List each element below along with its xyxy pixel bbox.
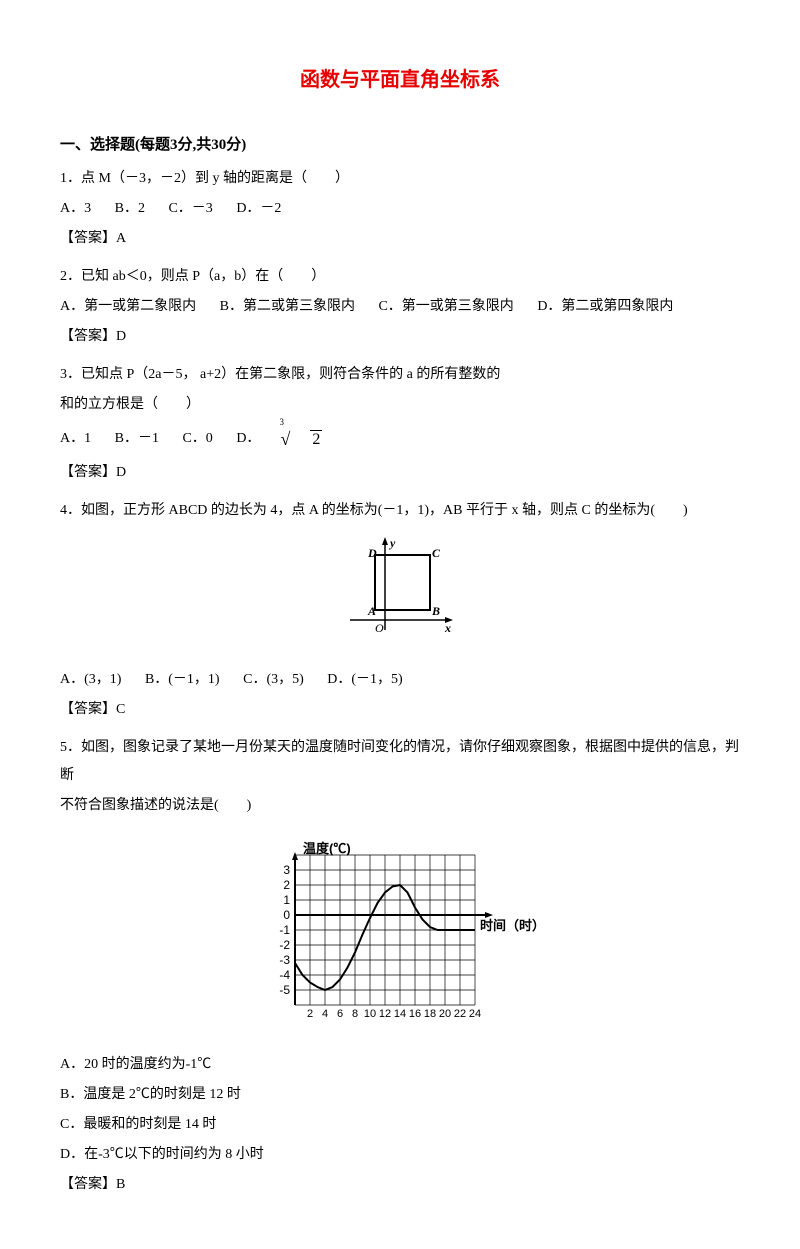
y-arrow bbox=[382, 537, 388, 545]
q5-answer: 【答案】B bbox=[60, 1171, 740, 1199]
q2-optB: B．第二或第三象限内 bbox=[220, 299, 355, 314]
q3-answer: 【答案】D bbox=[60, 459, 740, 487]
q3-optD-prefix: D． bbox=[236, 431, 260, 446]
svg-text:10: 10 bbox=[364, 1008, 376, 1020]
svg-text:-3: -3 bbox=[279, 953, 290, 967]
svg-text:22: 22 bbox=[454, 1008, 466, 1020]
q5-optD: D．在-3℃以下的时间约为 8 小时 bbox=[60, 1141, 740, 1169]
q5-optC: C．最暖和的时刻是 14 时 bbox=[60, 1111, 740, 1139]
svg-text:2: 2 bbox=[307, 1008, 313, 1020]
q3-optA: A．1 bbox=[60, 431, 91, 446]
q5-svg: 3210-1-2-3-4-524681012141618202224温度(℃)时… bbox=[250, 830, 550, 1030]
q5-line1: 5．如图，图象记录了某地一月份某天的温度随时间变化的情况，请你仔细观察图象，根据… bbox=[60, 734, 740, 790]
q1-optD: D．－2 bbox=[236, 201, 281, 216]
svg-text:12: 12 bbox=[379, 1008, 391, 1020]
q4-svg: A B C D O x y bbox=[340, 535, 460, 645]
q2-optD: D．第二或第四象限内 bbox=[537, 299, 673, 314]
page-title: 函数与平面直角坐标系 bbox=[60, 60, 740, 100]
svg-text:2: 2 bbox=[283, 878, 290, 892]
svg-text:1: 1 bbox=[283, 893, 290, 907]
svg-text:4: 4 bbox=[322, 1008, 328, 1020]
q4-text: 4．如图，正方形 ABCD 的边长为 4，点 A 的坐标为(－1，1)，AB 平… bbox=[60, 497, 740, 525]
section-heading: 一、选择题(每题3分,共30分) bbox=[60, 130, 740, 160]
svg-text:-4: -4 bbox=[279, 968, 290, 982]
svg-text:8: 8 bbox=[352, 1008, 358, 1020]
label-y: y bbox=[388, 536, 396, 550]
svg-text:3: 3 bbox=[283, 863, 290, 877]
q5-optA: A．20 时的温度约为-1℃ bbox=[60, 1051, 740, 1079]
q5-optB: B．温度是 2℃的时刻是 12 时 bbox=[60, 1081, 740, 1109]
q2-optC: C．第一或第三象限内 bbox=[378, 299, 513, 314]
square-abcd bbox=[375, 555, 430, 610]
svg-text:14: 14 bbox=[394, 1008, 406, 1020]
label-A: A bbox=[367, 604, 376, 618]
svg-text:-2: -2 bbox=[279, 938, 290, 952]
label-D: D bbox=[367, 546, 377, 560]
svg-text:温度(℃): 温度(℃) bbox=[303, 841, 351, 856]
svg-text:-5: -5 bbox=[279, 983, 290, 997]
q3-optC: C．0 bbox=[182, 431, 212, 446]
q1-options: A．3 B．2 C．－3 D．－2 bbox=[60, 195, 740, 223]
svg-text:18: 18 bbox=[424, 1008, 436, 1020]
q2-options: A．第一或第二象限内 B．第二或第三象限内 C．第一或第三象限内 D．第二或第四… bbox=[60, 293, 740, 321]
q4-answer: 【答案】C bbox=[60, 696, 740, 724]
svg-text:-1: -1 bbox=[279, 923, 290, 937]
q1-text: 1．点 M（－3，－2）到 y 轴的距离是（ ） bbox=[60, 165, 740, 193]
label-B: B bbox=[431, 604, 440, 618]
q1-optA: A．3 bbox=[60, 201, 91, 216]
q4-optC: C．(3，5) bbox=[243, 672, 304, 687]
svg-text:24: 24 bbox=[469, 1008, 481, 1020]
q3-options: A．1 B．－1 C．0 D．3√2 bbox=[60, 421, 740, 457]
q2-text: 2．已知 ab＜0，则点 P（a，b）在（ ） bbox=[60, 263, 740, 291]
q3-line1: 3．已知点 P（2a－5， a+2）在第二象限，则符合条件的 a 的所有整数的 bbox=[60, 361, 740, 389]
q4-optD: D．(－1，5) bbox=[327, 672, 402, 687]
label-x: x bbox=[444, 621, 451, 635]
q3-optD-index: 3 bbox=[279, 413, 284, 431]
q1-optC: C．－3 bbox=[168, 201, 212, 216]
q3-optD-radicand: 2 bbox=[310, 430, 322, 448]
svg-text:0: 0 bbox=[283, 908, 290, 922]
q4-figure: A B C D O x y bbox=[60, 535, 740, 656]
q4-optA: A．(3，1) bbox=[60, 672, 121, 687]
svg-text:16: 16 bbox=[409, 1008, 421, 1020]
q1-optB: B．2 bbox=[115, 201, 145, 216]
svg-text:时间（时）: 时间（时） bbox=[480, 918, 545, 933]
q5-figure: 3210-1-2-3-4-524681012141618202224温度(℃)时… bbox=[60, 830, 740, 1041]
q4-options: A．(3，1) B．(－1，1) C．(3，5) D．(－1，5) bbox=[60, 666, 740, 694]
label-C: C bbox=[432, 546, 441, 560]
q2-optA: A．第一或第二象限内 bbox=[60, 299, 196, 314]
q1-answer: 【答案】A bbox=[60, 225, 740, 253]
svg-text:20: 20 bbox=[439, 1008, 451, 1020]
q3-line2: 和的立方根是（ ） bbox=[60, 391, 740, 419]
q2-answer: 【答案】D bbox=[60, 323, 740, 351]
q3-optB: B．－1 bbox=[115, 431, 159, 446]
q5-line2: 不符合图象描述的说法是( ) bbox=[60, 792, 740, 820]
label-O: O bbox=[375, 621, 384, 635]
q3-optD: D．3√2 bbox=[236, 431, 362, 446]
svg-text:6: 6 bbox=[337, 1008, 343, 1020]
q4-optB: B．(－1，1) bbox=[145, 672, 220, 687]
